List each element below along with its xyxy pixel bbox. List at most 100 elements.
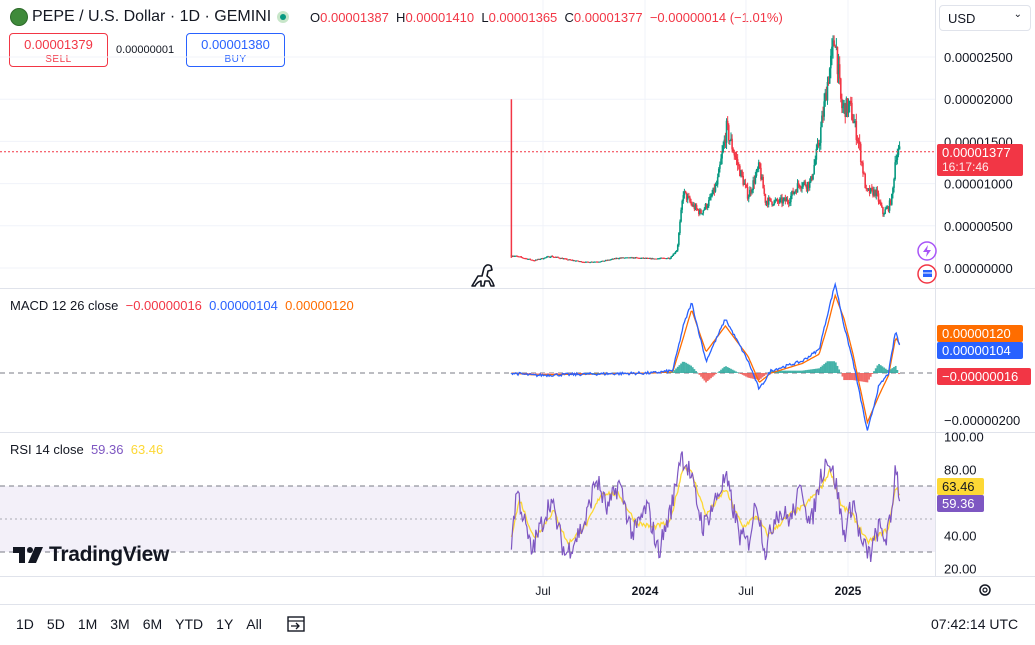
macd-histogram-bar [823,364,826,373]
sell-button[interactable]: 0.00001379 SELL [9,33,108,67]
candle-body [804,181,807,186]
currency-value: USD [948,11,976,26]
macd-histogram-bar [708,373,711,380]
macd-histogram-bar [761,373,764,378]
candle-body [678,233,680,245]
macd-histogram-bar [693,369,696,373]
candle-body [623,257,626,259]
candle-body [716,177,719,185]
candle-body [846,98,849,114]
candle-body [806,182,809,189]
macd-histogram-bar [547,373,549,374]
candle-body [858,141,861,145]
candle-body [734,155,737,158]
symbol-logo-icon [10,8,28,26]
range-1d-button[interactable]: 1D [16,616,34,632]
candle-body [703,208,706,211]
candle-body [696,208,699,211]
candle-body [746,187,749,199]
candle-body [637,257,639,259]
macd-histogram-bar [819,366,822,373]
candle-body [701,213,703,215]
macd-histogram-bar [703,373,706,381]
macd-histogram-bar [527,373,529,374]
macd-hist-tag: −0.00000016 [937,368,1031,385]
candle-body [529,258,532,260]
candle-body [857,140,860,142]
macd-histogram-bar [681,361,684,373]
candle-body [714,185,717,192]
macd-histogram-bar [695,371,697,373]
candle-body [845,98,848,117]
candle-body [674,251,677,254]
settings-gear-icon[interactable] [979,584,991,596]
candle-body [861,161,863,163]
candle-body [849,100,852,103]
candle-body [770,198,772,202]
macd-histogram-bar [861,373,864,382]
candle-body [856,139,859,141]
macd-histogram-bar [789,370,792,373]
candle-body [588,261,590,263]
macd-histogram-bar [522,373,524,374]
candle-body [759,162,761,168]
candle-body [705,204,708,208]
candle-body [811,176,813,180]
ohlc-close-key: C [564,10,574,25]
range-1y-button[interactable]: 1Y [216,616,234,632]
candle-body [771,201,773,205]
date-range-icon[interactable] [285,613,307,635]
candle-body [803,181,805,184]
candle-body [523,258,526,260]
candle-body [891,193,893,205]
spread-value: 0.00000001 [116,44,175,56]
range-6m-button[interactable]: 6M [142,616,163,632]
range-3m-button[interactable]: 3M [110,616,130,632]
candle-body [852,119,854,123]
macd-histogram-bar [756,373,759,380]
macd-series [510,281,901,431]
macd-histogram-bar [748,373,751,378]
events-lightning-icon[interactable] [917,241,937,261]
dinosaur-icon[interactable] [471,264,495,287]
range-1m-button[interactable]: 1M [77,616,98,632]
candle-body [847,104,850,114]
candle-body [882,207,884,214]
macd-histogram-bar [741,373,744,375]
candle-body [628,257,630,259]
macd-line [510,281,901,431]
candle-body [833,40,835,46]
candle-body [653,258,656,260]
flag-event-icon[interactable] [917,264,937,284]
currency-select[interactable]: USD ⌄ [939,5,1031,31]
ohlc-readout: O0.00001387 H0.00001410 L0.00001365 C0.0… [310,10,783,25]
macd-histogram-bar [788,370,791,373]
macd-histogram [510,361,900,383]
candle-body [790,195,792,203]
buy-button[interactable]: 0.00001380 BUY [186,33,285,67]
macd-histogram-bar [715,373,717,374]
candle-body [777,201,780,203]
candle-body [756,168,759,170]
price-series [510,35,901,264]
candle-body [871,187,873,189]
macd-histogram-bar [731,369,734,373]
range-all-button[interactable]: All [246,616,262,632]
range-5d-button[interactable]: 5D [46,616,65,632]
last-price-value: 0.00001377 [942,145,1011,160]
candle-body [693,204,696,210]
macd-histogram-bar [690,365,692,373]
candle-body [717,168,720,178]
symbol-title[interactable]: PEPE / U.S. Dollar · 1D · GEMINI [32,8,272,25]
macd-histogram-bar [874,368,877,373]
macd-histogram-bar [791,370,794,373]
utc-clock[interactable]: 07:42:14 UTC [931,616,1019,632]
candle-body [726,120,729,126]
macd-histogram-bar [593,373,596,374]
candle-body [896,154,899,161]
macd-histogram-bar [876,365,879,373]
macd-histogram-bar [533,373,536,374]
tradingview-logo[interactable]: TradingView [13,543,169,567]
range-ytd-button[interactable]: YTD [175,616,204,632]
